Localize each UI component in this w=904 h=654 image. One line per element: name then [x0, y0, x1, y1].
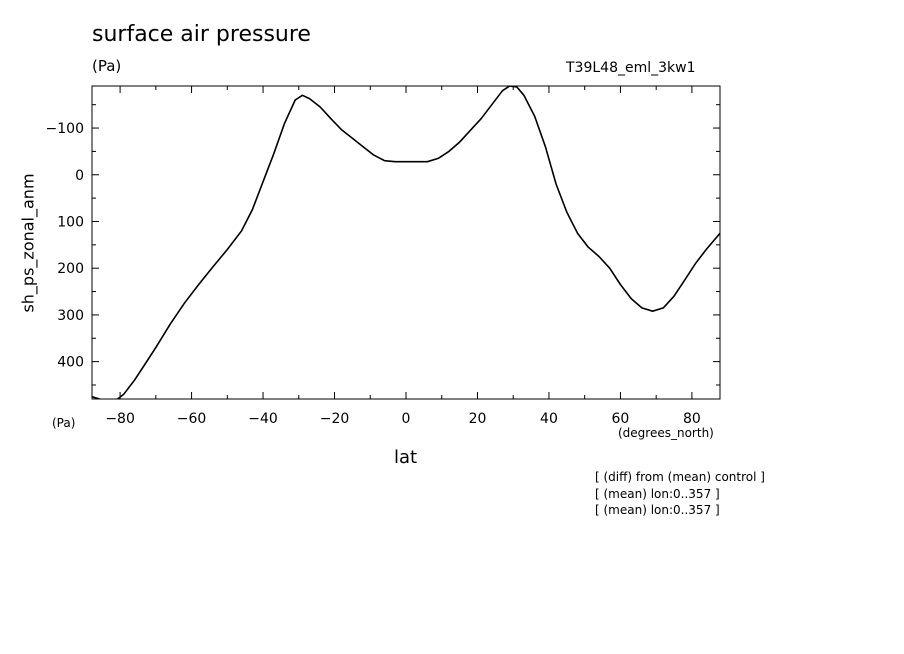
y-tick-label: 400 [57, 355, 84, 371]
x-tick-label: 60 [612, 411, 630, 427]
note-mean-lon-1: [ (mean) lon:0..357 ] [595, 487, 720, 501]
x-tick-label: 40 [540, 411, 558, 427]
chart-title: surface air pressure [92, 22, 311, 47]
x-unit-label: (degrees_north) [618, 426, 714, 440]
note-diff: [ (diff) from (mean) control ] [595, 470, 765, 484]
x-tick-label: −80 [105, 411, 135, 427]
x-tick-label: 20 [469, 411, 487, 427]
x-tick-label: −60 [177, 411, 207, 427]
run-label: T39L48_eml_3kw1 [566, 60, 696, 76]
series-line [92, 86, 720, 399]
x-tick-label: −20 [320, 411, 350, 427]
x-tick-label: 0 [402, 411, 411, 427]
y-tick-label: 100 [57, 214, 84, 230]
plot-frame [91, 85, 721, 400]
y-tick-label: 0 [75, 168, 84, 184]
x-tick-label: 80 [683, 411, 701, 427]
x-tick-label: −40 [248, 411, 278, 427]
y-tick-label: 200 [57, 261, 84, 277]
note-mean-lon-2: [ (mean) lon:0..357 ] [595, 503, 720, 517]
x-axis-label: lat [394, 447, 418, 468]
y-tick-label: 300 [57, 308, 84, 324]
units-label: (Pa) [92, 57, 122, 75]
y-unit-label: (Pa) [52, 416, 76, 430]
y-tick-label: −100 [46, 121, 84, 137]
